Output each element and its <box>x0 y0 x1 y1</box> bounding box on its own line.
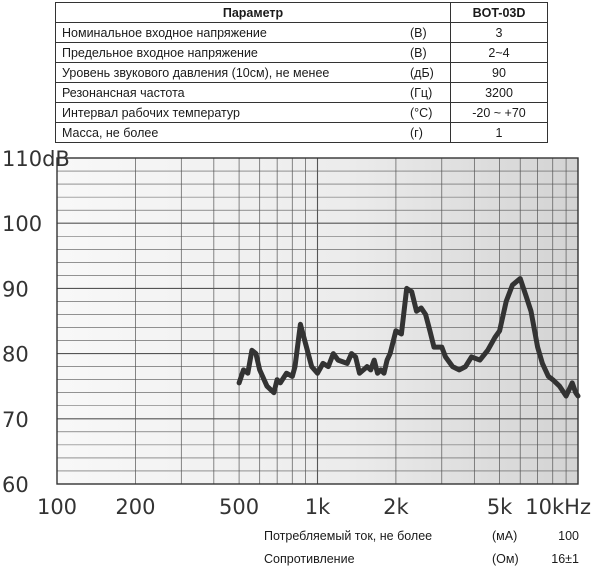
y-axis: 110dB 100 90 80 70 60 <box>2 150 70 497</box>
extra-param-row: Сопротивление (Ом) 16±1 <box>264 552 579 570</box>
spec-unit: (В) <box>402 22 451 43</box>
spec-row: Уровень звукового давления (10см), не ме… <box>55 62 548 83</box>
x-tick-label: 5k <box>487 495 513 519</box>
spec-row: Интервал рабочих температур (°C) -20 ~ +70 <box>55 102 548 123</box>
extra-param-value: 100 <box>558 529 579 543</box>
x-tick-label: 1k <box>305 495 331 519</box>
extra-param-name: Потребляемый ток, не более <box>264 529 433 543</box>
y-tick-label: 90 <box>2 277 29 301</box>
spec-unit: (Гц) <box>402 82 451 103</box>
x-tick-label: 100 <box>37 495 77 519</box>
spec-row: Масса, не более (г) 1 <box>55 122 548 143</box>
spec-name: Резонансная частота <box>55 82 402 103</box>
extra-param-unit: (Ом) <box>492 552 519 566</box>
spec-unit: (г) <box>402 122 451 143</box>
spec-row: Номинальное входное напряжение (В) 3 <box>55 22 548 43</box>
plot-frame <box>56 157 579 485</box>
y-tick-label: 110dB <box>2 150 70 171</box>
spec-name: Масса, не более <box>55 122 402 143</box>
header-model: BOT-03D <box>450 2 548 23</box>
x-tick-label: 200 <box>115 495 155 519</box>
extra-param-value: 16±1 <box>551 552 579 566</box>
spec-row: Предельное входное напряжение (В) 2~4 <box>55 42 548 63</box>
spec-table: Параметр BOT-03D Номинальное входное нап… <box>55 2 548 143</box>
x-tick-label: 500 <box>219 495 259 519</box>
header-param: Параметр <box>55 2 451 23</box>
spec-row: Резонансная частота (Гц) 3200 <box>55 82 548 103</box>
y-tick-label: 70 <box>2 408 29 432</box>
spec-name: Уровень звукового давления (10см), не ме… <box>55 62 402 83</box>
extra-param-name: Сопротивление <box>264 552 355 566</box>
extra-param-unit: (мА) <box>492 529 518 543</box>
spec-value: 3 <box>450 22 548 43</box>
spec-value: 1 <box>450 122 548 143</box>
x-tick-label: 10kHz <box>525 495 591 519</box>
spec-table-body: Номинальное входное напряжение (В) 3 Предел… <box>55 22 548 143</box>
grid <box>57 158 578 484</box>
x-axis: 100 200 500 1k 2k 5k 10kHz <box>37 495 591 519</box>
x-tick-label: 2k <box>383 495 409 519</box>
y-tick-label: 100 <box>2 212 42 236</box>
extra-param-row: Потребляемый ток, не более (мА) 100 <box>264 529 579 547</box>
y-tick-label: 80 <box>2 343 29 367</box>
series-group <box>236 276 581 399</box>
spec-unit: (дБ) <box>402 62 451 83</box>
spec-unit: (°C) <box>402 102 451 123</box>
spec-value: 3200 <box>450 82 548 103</box>
response-line <box>236 276 581 399</box>
spec-value: -20 ~ +70 <box>450 102 548 123</box>
spec-name: Предельное входное напряжение <box>55 42 402 63</box>
spec-unit: (В) <box>402 42 451 63</box>
y-tick-label: 60 <box>2 473 29 497</box>
spec-value: 2~4 <box>450 42 548 63</box>
spec-value: 90 <box>450 62 548 83</box>
frequency-response-chart: 110dB 100 90 80 70 60 100 200 500 1k 2k 5k 10kHz <box>2 150 591 519</box>
spec-name: Интервал рабочих температур <box>55 102 402 123</box>
spec-name: Номинальное входное напряжение <box>55 22 402 43</box>
spec-table-header: Параметр BOT-03D <box>55 2 548 23</box>
